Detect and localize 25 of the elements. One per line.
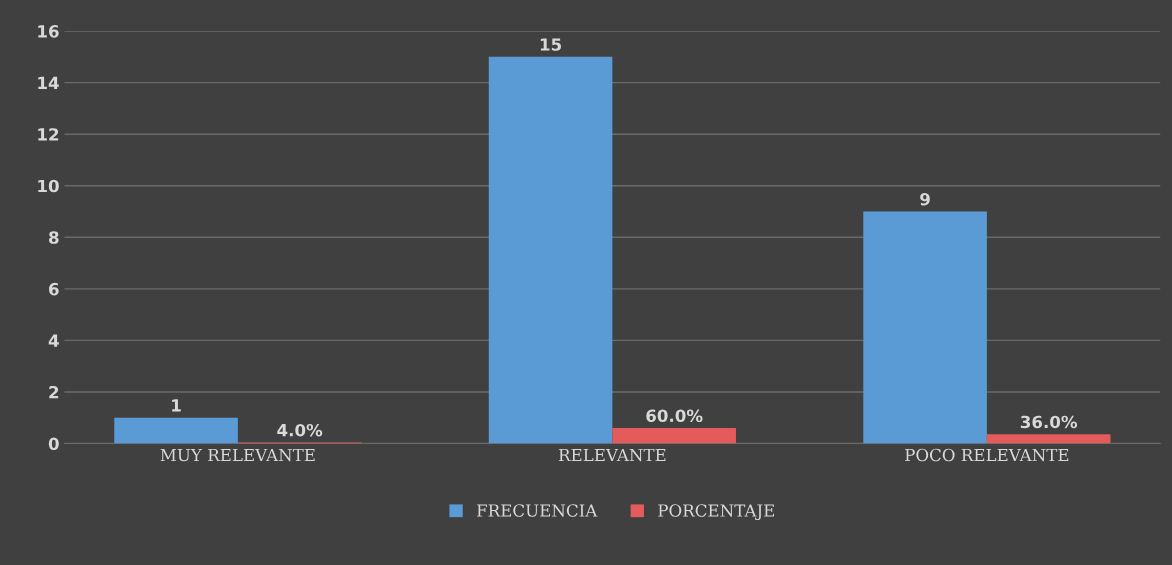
data-label: 36.0% [1020,415,1078,429]
y-tick-label: 8 [49,231,59,244]
data-label: 1 [172,399,181,412]
bar [863,211,987,444]
x-tick-label: MUY RELEVANTE [160,448,315,462]
bar [114,417,238,444]
bar [488,56,613,444]
y-tick-label: 12 [38,128,59,141]
y-tick-label: 14 [38,76,59,89]
y-tick-label: 10 [38,179,59,193]
data-label: 4.0% [277,423,323,437]
y-tick-label: 16 [38,25,59,38]
bar [612,428,736,444]
y-tick-label: 2 [49,385,59,399]
data-label: 9 [920,192,930,206]
bar [986,434,1111,444]
legend-label: PORCENTAJE [658,504,774,521]
y-tick-label: 6 [49,282,59,296]
legend-label: FRECUENCIA [477,504,598,517]
data-label: 15 [540,38,562,51]
x-tick-label: RELEVANTE [558,448,666,462]
y-tick-label: 0 [48,437,59,451]
y-tick-label: 4 [48,334,59,347]
data-label: 60.0% [646,409,703,423]
x-tick-label: POCO RELEVANTE [905,448,1069,462]
